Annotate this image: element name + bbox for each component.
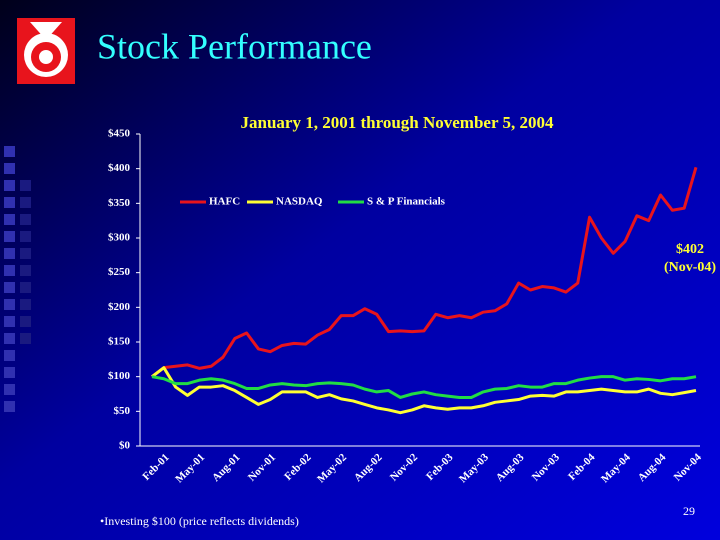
decor-square	[4, 197, 15, 208]
decor-square	[4, 146, 15, 157]
y-tick-label: $50	[114, 405, 131, 417]
decor-square	[4, 265, 15, 276]
series-line	[151, 166, 698, 378]
y-tick-label: $100	[108, 370, 131, 382]
decor-square	[4, 401, 15, 412]
y-tick-label: $0	[119, 440, 131, 452]
decor-square	[20, 333, 31, 344]
y-tick-label: $300	[108, 232, 131, 244]
decor-square	[20, 248, 31, 259]
decor-square	[20, 316, 31, 327]
logo-center	[39, 50, 53, 64]
series-line	[151, 375, 697, 399]
decor-square	[4, 214, 15, 225]
legend-label: NASDAQ	[276, 196, 323, 208]
decor-square	[4, 333, 15, 344]
decor-square	[4, 163, 15, 174]
legend-label: S & P Financials	[367, 196, 446, 208]
decor-square	[4, 180, 15, 191]
decor-square	[4, 316, 15, 327]
decor-square	[4, 350, 15, 361]
decor-square	[20, 265, 31, 276]
logo	[17, 18, 75, 84]
decor-square	[4, 367, 15, 378]
y-tick-label: $450	[108, 128, 131, 140]
decor-square	[20, 282, 31, 293]
decor-square	[20, 299, 31, 310]
decor-square	[20, 197, 31, 208]
decor-square	[4, 231, 15, 242]
decor-square	[20, 214, 31, 225]
logo-arrow	[30, 22, 62, 40]
annotation: $402	[676, 242, 704, 257]
footnote: •Investing $100 (price reflects dividend…	[100, 514, 299, 528]
y-tick-label: $150	[108, 336, 131, 348]
decor-strip	[4, 146, 31, 412]
series-line	[151, 366, 697, 415]
decor-square	[4, 282, 15, 293]
decor-square	[4, 384, 15, 395]
decor-square	[20, 180, 31, 191]
decor-square	[4, 299, 15, 310]
y-tick-label: $400	[108, 162, 131, 174]
decor-square	[20, 231, 31, 242]
y-tick-label: $250	[108, 266, 131, 278]
page-number: 29	[683, 504, 695, 518]
y-tick-label: $200	[108, 301, 131, 313]
y-tick-label: $350	[108, 197, 131, 209]
legend-label: HAFC	[209, 196, 240, 208]
decor-square	[4, 248, 15, 259]
slide-title: Stock Performance	[97, 26, 372, 66]
annotation: (Nov-04)	[664, 260, 716, 275]
chart-subtitle: January 1, 2001 through November 5, 2004	[241, 113, 554, 132]
